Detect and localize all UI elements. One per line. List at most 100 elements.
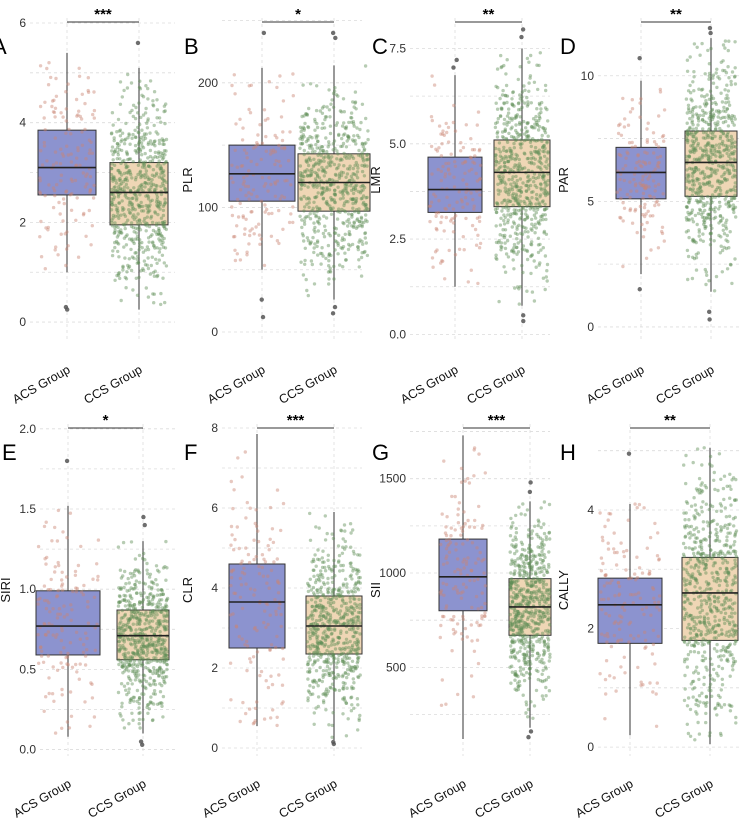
data-point (124, 165, 128, 170)
data-point (357, 717, 361, 721)
data-point (733, 74, 737, 79)
data-point (353, 163, 357, 168)
data-point (319, 652, 323, 657)
data-point (310, 630, 314, 634)
data-point (689, 211, 693, 216)
data-point (447, 550, 452, 554)
data-point (729, 79, 733, 84)
data-point (500, 201, 504, 205)
data-point (305, 640, 310, 644)
data-point (122, 212, 126, 216)
data-point (56, 560, 60, 565)
outlier-point (331, 739, 336, 745)
data-point (337, 207, 341, 211)
data-point (122, 189, 127, 193)
data-point (542, 231, 546, 235)
data-point (53, 115, 57, 119)
data-point (237, 546, 241, 551)
data-point (133, 251, 137, 255)
data-point (522, 132, 527, 136)
y-tick-label: 200 (198, 76, 218, 90)
data-point (322, 189, 326, 194)
data-point (83, 101, 87, 106)
data-point (119, 620, 123, 624)
data-point (325, 185, 329, 190)
data-point (519, 185, 523, 190)
data-point (518, 142, 522, 146)
outlier-point (454, 57, 459, 63)
data-point (59, 111, 63, 115)
data-point (117, 594, 122, 598)
data-point (151, 103, 155, 107)
data-point (336, 94, 340, 98)
data-point (248, 229, 252, 233)
data-point (460, 529, 465, 533)
data-point (130, 208, 134, 212)
data-point (126, 72, 130, 77)
data-point (518, 194, 522, 198)
data-point (148, 683, 153, 687)
data-point (628, 110, 633, 114)
data-point (341, 141, 346, 146)
data-point (700, 171, 705, 175)
data-point (502, 122, 506, 126)
data-point (135, 293, 140, 297)
data-point (462, 248, 466, 252)
data-point (130, 204, 134, 209)
data-point (352, 134, 356, 138)
iqr-box (493, 139, 551, 208)
data-point (82, 642, 86, 647)
data-point (342, 151, 346, 156)
data-point (80, 590, 84, 594)
data-point (327, 259, 331, 263)
data-point (300, 141, 305, 146)
data-point (503, 129, 507, 133)
data-point (344, 545, 348, 549)
data-point (512, 141, 516, 146)
data-point (520, 90, 525, 94)
data-point (462, 566, 466, 570)
data-point (232, 488, 236, 492)
data-point (354, 196, 359, 201)
data-point (539, 167, 543, 171)
y-tick-label: 7.5 (389, 41, 406, 55)
data-point (115, 273, 119, 278)
data-point (300, 142, 304, 146)
data-point (229, 176, 234, 180)
data-point (352, 586, 356, 591)
data-point (521, 244, 526, 248)
data-point (134, 628, 138, 632)
data-point (159, 651, 163, 655)
data-point (231, 180, 235, 184)
data-point (305, 202, 309, 206)
data-point (136, 172, 140, 177)
data-point (313, 162, 318, 166)
data-point (282, 195, 287, 200)
data-point (685, 111, 689, 115)
data-point (517, 101, 521, 105)
data-point (478, 241, 483, 246)
data-point (138, 169, 143, 173)
data-point (253, 588, 257, 592)
data-point (714, 188, 719, 192)
data-point (501, 88, 505, 93)
data-point (453, 160, 457, 164)
data-point (46, 83, 51, 87)
data-point (453, 528, 457, 532)
data-point (712, 152, 716, 156)
data-point (131, 103, 136, 108)
data-point (336, 152, 340, 156)
data-point (721, 228, 725, 232)
data-point (444, 121, 448, 126)
data-point (319, 153, 323, 158)
data-point (42, 140, 46, 145)
data-point (117, 178, 121, 182)
data-point (543, 213, 547, 217)
data-point (115, 241, 120, 245)
data-point (157, 159, 161, 163)
data-point (144, 203, 148, 208)
data-point (733, 66, 737, 70)
data-point (320, 608, 324, 612)
data-point (476, 281, 480, 286)
data-point (133, 557, 138, 561)
